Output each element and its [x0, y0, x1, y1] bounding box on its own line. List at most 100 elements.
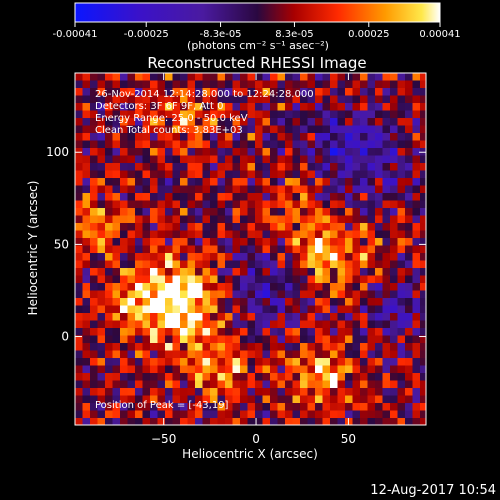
heatmap-cell: [172, 95, 181, 104]
heatmap-cell: [120, 298, 129, 307]
heatmap-cell: [367, 343, 376, 352]
heatmap-cell: [210, 365, 219, 374]
heatmap-cell: [262, 193, 271, 202]
heatmap-cell: [172, 133, 181, 142]
heatmap-cell: [315, 148, 324, 157]
heatmap-cell: [322, 215, 331, 224]
heatmap-cell: [232, 365, 241, 374]
heatmap-cell: [180, 305, 189, 314]
heatmap-cell: [75, 268, 84, 277]
heatmap-cell: [112, 365, 121, 374]
heatmap-cell: [352, 95, 361, 104]
heatmap-cell: [397, 275, 406, 284]
heatmap-cell: [97, 95, 106, 104]
heatmap-cell: [322, 73, 331, 82]
heatmap-cell: [285, 268, 294, 277]
heatmap-cell: [142, 193, 151, 202]
heatmap-cell: [105, 215, 114, 224]
heatmap-cell: [150, 313, 159, 322]
heatmap-cell: [172, 260, 181, 269]
heatmap-cell: [247, 290, 256, 299]
heatmap-cell: [315, 358, 324, 367]
heatmap-cell: [352, 343, 361, 352]
heatmap-cell: [307, 103, 316, 112]
y-tick-label: 100: [46, 145, 69, 159]
heatmap-cell: [300, 208, 309, 217]
heatmap-cell: [180, 253, 189, 262]
heatmap-cell: [345, 208, 354, 217]
heatmap-cell: [397, 328, 406, 337]
heatmap-cell: [202, 178, 211, 187]
heatmap-cell: [375, 230, 384, 239]
heatmap-cell: [150, 163, 159, 172]
heatmap-cell: [127, 110, 136, 119]
heatmap-cell: [127, 373, 136, 382]
heatmap-cell: [412, 388, 421, 397]
heatmap-cell: [405, 365, 414, 374]
heatmap-cell: [420, 118, 426, 127]
heatmap-cell: [330, 268, 339, 277]
heatmap-cell: [315, 185, 324, 194]
heatmap-cell: [292, 388, 301, 397]
heatmap-cell: [202, 133, 211, 142]
heatmap-cell: [322, 388, 331, 397]
heatmap-cell: [150, 223, 159, 232]
heatmap-cell: [270, 410, 279, 419]
heatmap-cell: [412, 365, 421, 374]
heatmap-cell: [112, 178, 121, 187]
heatmap-cell: [247, 103, 256, 112]
heatmap-cell: [180, 118, 189, 127]
heatmap-cell: [180, 418, 189, 425]
heatmap-cell: [105, 230, 114, 239]
heatmap-cell: [315, 125, 324, 134]
heatmap-cell: [135, 343, 144, 352]
heatmap-cell: [150, 253, 159, 262]
heatmap-cell: [330, 125, 339, 134]
heatmap-cell: [202, 95, 211, 104]
heatmap-cell: [412, 230, 421, 239]
heatmap-cell: [322, 125, 331, 134]
heatmap-cell: [337, 238, 346, 247]
heatmap-cell: [90, 155, 99, 164]
heatmap-cell: [330, 155, 339, 164]
heatmap-cell: [397, 118, 406, 127]
heatmap-cell: [187, 320, 196, 329]
heatmap-cell: [255, 305, 264, 314]
heatmap-cell: [262, 313, 271, 322]
heatmap-cell: [292, 365, 301, 374]
heatmap-cell: [270, 245, 279, 254]
heatmap-cell: [390, 245, 399, 254]
heatmap-cell: [90, 193, 99, 202]
heatmap-cell: [382, 95, 391, 104]
heatmap-cell: [405, 350, 414, 359]
heatmap-cell: [405, 80, 414, 89]
heatmap-cell: [247, 125, 256, 134]
heatmap-cell: [82, 230, 91, 239]
heatmap-cell: [277, 200, 286, 209]
heatmap-cell: [150, 403, 159, 412]
heatmap-cell: [307, 245, 316, 254]
heatmap-cell: [405, 380, 414, 389]
heatmap-cell: [210, 215, 219, 224]
heatmap-cell: [195, 110, 204, 119]
heatmap-cell: [337, 103, 346, 112]
heatmap-cell: [165, 163, 174, 172]
heatmap-cell: [217, 418, 226, 425]
heatmap-cell: [240, 268, 249, 277]
heatmap-cell: [270, 193, 279, 202]
heatmap-cell: [390, 215, 399, 224]
heatmap-cell: [120, 335, 129, 344]
heatmap-cell: [397, 103, 406, 112]
heatmap-cell: [127, 155, 136, 164]
heatmap-cell: [330, 208, 339, 217]
heatmap-cell: [240, 245, 249, 254]
heatmap-cell: [150, 298, 159, 307]
heatmap-cell: [142, 110, 151, 119]
heatmap-cell: [82, 95, 91, 104]
heatmap-cell: [157, 148, 166, 157]
heatmap-cell: [90, 245, 99, 254]
heatmap-cell: [127, 208, 136, 217]
heatmap-cell: [307, 410, 316, 419]
heatmap-cell: [397, 140, 406, 149]
heatmap-cell: [157, 395, 166, 404]
